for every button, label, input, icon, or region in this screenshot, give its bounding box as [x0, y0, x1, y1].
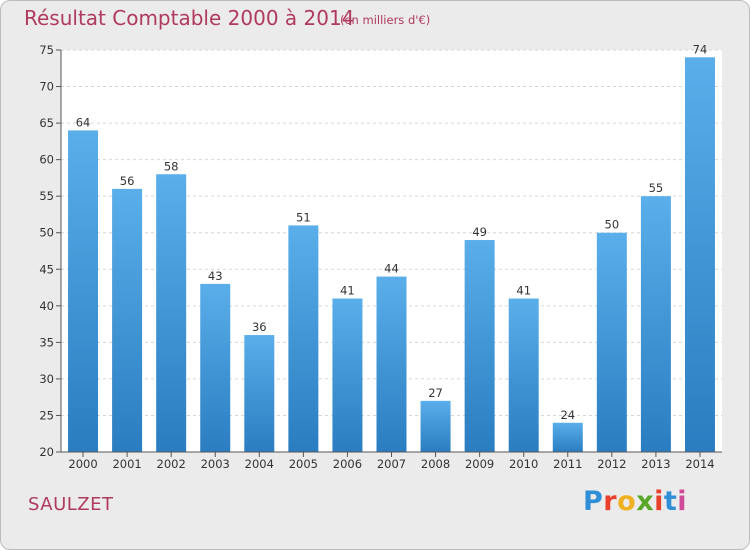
y-tick-label: 65 — [39, 116, 54, 130]
bar — [332, 298, 363, 452]
x-tick-label: 2002 — [157, 457, 186, 471]
logo-letter: P — [583, 486, 604, 517]
data-label: 41 — [340, 284, 355, 298]
data-labels: 64 56 58 43 36 51 41 44 27 49 41 24 50 55 74 — [76, 42, 708, 421]
x-tick-label: 2009 — [465, 457, 494, 471]
y-tick-label: 45 — [39, 262, 54, 276]
x-tick-label: 2003 — [201, 457, 230, 471]
bar — [156, 174, 187, 452]
y-tick-label: 50 — [39, 226, 54, 240]
x-tick-label: 2011 — [553, 457, 582, 471]
y-tick-label: 20 — [39, 445, 54, 459]
bar — [244, 335, 275, 452]
logo-letter: i — [654, 486, 664, 517]
x-tick-label: 2005 — [289, 457, 318, 471]
y-tick-label: 35 — [39, 335, 54, 349]
data-label: 27 — [428, 386, 443, 400]
data-label: 49 — [472, 225, 487, 239]
logo-letter: r — [603, 486, 618, 517]
data-label: 50 — [605, 218, 620, 232]
data-label: 41 — [516, 284, 531, 298]
bar — [552, 422, 583, 452]
x-tick-label: 2008 — [421, 457, 450, 471]
y-tick-label: 25 — [39, 408, 54, 422]
commune-name: SAULZET — [28, 494, 114, 515]
x-tick-label: 2013 — [641, 457, 670, 471]
logo-letter: o — [617, 486, 637, 517]
data-label: 24 — [560, 408, 575, 422]
chart-title: Résultat Comptable 2000 à 2014 — [24, 6, 355, 30]
y-tick-label: 70 — [39, 80, 54, 94]
x-tick-label: 2006 — [333, 457, 362, 471]
logo-letter: i — [677, 486, 688, 517]
y-tick-label: 40 — [39, 299, 54, 313]
data-label: 55 — [649, 181, 664, 195]
data-label: 56 — [120, 174, 135, 188]
y-tick-label: 55 — [39, 189, 54, 203]
x-tick-label: 2001 — [112, 457, 141, 471]
x-tick-label: 2007 — [377, 457, 406, 471]
data-label: 58 — [164, 159, 179, 173]
bar — [596, 232, 627, 452]
bars — [68, 57, 715, 453]
x-tick-label: 2012 — [597, 457, 626, 471]
bar — [684, 57, 715, 453]
proxiti-logo: Proxiti — [583, 486, 687, 517]
data-label: 43 — [208, 269, 223, 283]
bar — [112, 188, 143, 452]
data-label: 74 — [693, 42, 708, 56]
data-label: 36 — [252, 320, 267, 334]
bar — [288, 225, 319, 452]
bar — [420, 400, 451, 452]
bar — [200, 283, 231, 452]
bar — [376, 276, 407, 452]
y-tick-label: 75 — [39, 43, 54, 57]
chart-subtitle: (en milliers d'€) — [340, 13, 431, 27]
y-axis: 20 25 30 35 40 45 50 55 60 65 70 75 — [39, 43, 62, 459]
bar — [464, 240, 495, 452]
bar — [68, 130, 99, 452]
x-tick-label: 2004 — [245, 457, 274, 471]
x-tick-label: 2010 — [509, 457, 538, 471]
data-label: 51 — [296, 210, 311, 224]
data-label: 64 — [76, 115, 91, 129]
logo-letter: x — [636, 486, 655, 517]
data-label: 44 — [384, 262, 399, 276]
y-tick-label: 60 — [39, 153, 54, 167]
x-axis: 2000 2001 2002 2003 2004 2005 2006 2007 2008 2009… — [61, 451, 722, 471]
x-tick-label: 2014 — [685, 457, 714, 471]
y-tick-label: 30 — [39, 372, 54, 386]
bar — [508, 298, 539, 452]
x-tick-label: 2000 — [68, 457, 97, 471]
bar — [640, 196, 671, 452]
logo-letter: t — [663, 486, 678, 517]
